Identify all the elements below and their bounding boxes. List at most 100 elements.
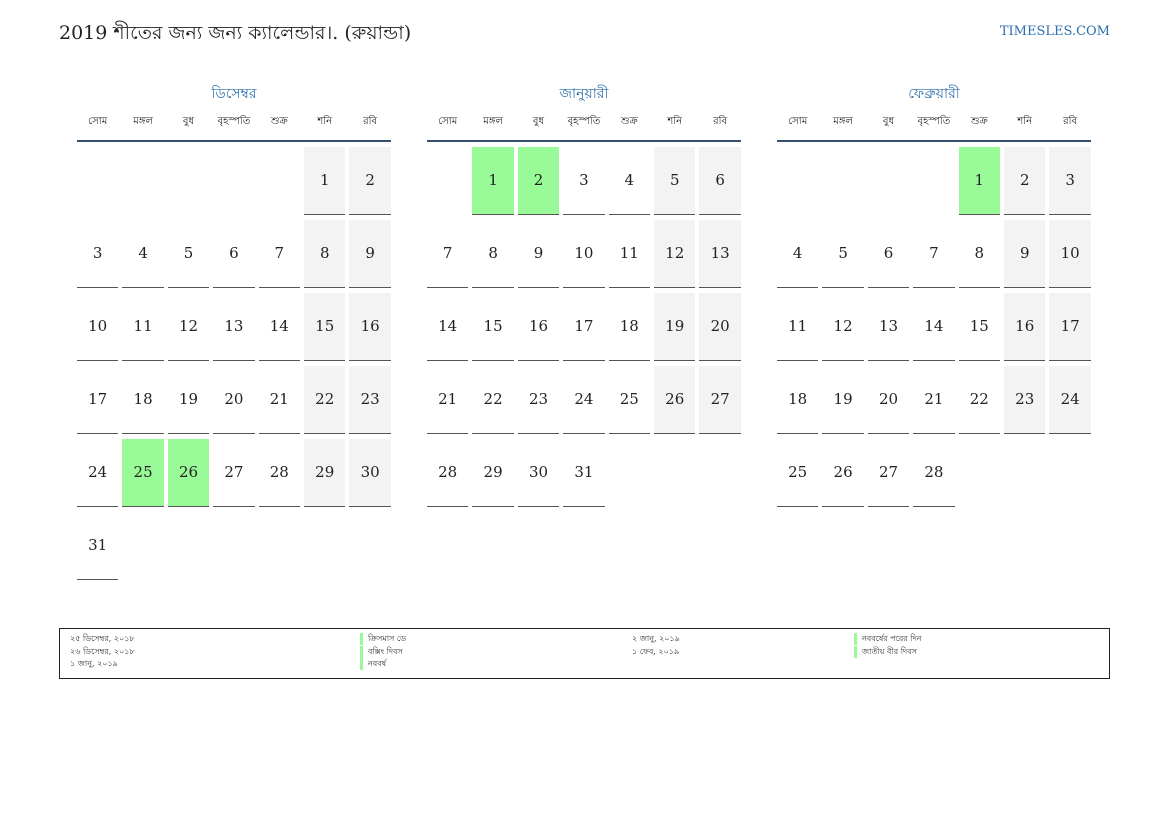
day-cell: 27 — [867, 439, 910, 507]
day-cell: 13 — [867, 293, 910, 361]
month-name: জানুয়ারী — [559, 86, 609, 102]
day-cell: 19 — [167, 366, 210, 434]
day-cell: 2 — [349, 147, 391, 215]
day-cell: 13 — [213, 293, 255, 361]
week-row: 25 26 27 28 — [777, 439, 1091, 507]
week-row: 31 — [77, 512, 391, 580]
day-cell: 22 — [304, 366, 346, 434]
month-block: ফেব্রুয়ারী সোম মঙ্গল বুধ বৃহস্পতি শুক্র শনি রব… — [777, 84, 1091, 507]
empty-cell — [609, 439, 650, 507]
day-cell: 21 — [913, 366, 955, 434]
day-cell: 16 — [517, 293, 560, 361]
day-cell: 27 — [699, 366, 741, 434]
holiday-name: নববর্ষ — [360, 658, 386, 670]
weekday-label: শুক্র — [270, 116, 288, 127]
empty-cell — [122, 512, 163, 580]
day-cell: 14 — [427, 293, 469, 361]
day-cell: 3 — [77, 220, 119, 288]
weekday-label: সোম — [788, 116, 808, 127]
day-cell: 18 — [122, 366, 164, 434]
holiday-day-cell: 1 — [958, 147, 1001, 215]
day-cell: 24 — [563, 366, 605, 434]
day-cell: 8 — [472, 220, 514, 288]
holiday-name: বক্সিং দিবস — [360, 645, 403, 658]
day-cell: 17 — [563, 293, 605, 361]
week-row: 10 11 12 13 14 15 16 — [77, 293, 391, 361]
day-cell: 23 — [517, 366, 560, 434]
day-cell: 8 — [958, 220, 1001, 288]
day-cell: 1 — [304, 147, 346, 215]
day-cell: 18 — [608, 293, 651, 361]
weekday-label: শনি — [1017, 116, 1033, 127]
weekday-label: শনি — [317, 116, 333, 127]
day-cell: 7 — [913, 220, 955, 288]
month-block: জানুয়ারী সোম মঙ্গল বুধ বৃহস্পতি শুক্র শনি রবি 1… — [427, 84, 741, 507]
day-cell: 23 — [349, 366, 391, 434]
day-cell: 10 — [77, 293, 119, 361]
day-cell: 25 — [777, 439, 819, 507]
month-name: ডিসেম্বর — [211, 86, 257, 102]
page-title: 2019 শীতের জন্য জন্য ক্যালেন্ডার।. (রুয়… — [59, 22, 412, 44]
day-cell: 22 — [472, 366, 514, 434]
holiday-date: ১ ফেব, ২০১৯ — [632, 646, 680, 656]
day-cell: 29 — [472, 439, 514, 507]
day-cell: 15 — [958, 293, 1001, 361]
day-cell: 2 — [1004, 147, 1046, 215]
week-row: 17 18 19 20 21 22 23 — [77, 366, 391, 434]
weekday-header: সোম মঙ্গল বুধ বৃহস্পতি শুক্র শনি রবি — [427, 106, 741, 142]
day-cell: 24 — [1049, 366, 1091, 434]
day-cell: 29 — [304, 439, 346, 507]
day-cell: 23 — [1004, 366, 1046, 434]
day-cell: 6 — [699, 147, 741, 215]
holiday-day-cell: 25 — [122, 439, 164, 507]
day-cell: 5 — [654, 147, 696, 215]
holiday-day-cell: 26 — [167, 439, 210, 507]
weekday-label: শনি — [667, 116, 683, 127]
day-cell: 30 — [349, 439, 391, 507]
day-cell: 10 — [563, 220, 605, 288]
empty-cell — [777, 147, 818, 215]
day-cell: 6 — [213, 220, 255, 288]
weekday-label: বুধ — [182, 116, 195, 127]
month-block: ডিসেম্বর সোম মঙ্গল বুধ বৃহস্পতি শুক্র শনি রবি 1 2… — [77, 84, 391, 580]
day-cell: 28 — [427, 439, 469, 507]
site-link[interactable]: TIMESLES.COM — [999, 24, 1110, 39]
week-row: 28 29 30 31 — [427, 439, 741, 507]
day-cell: 4 — [122, 220, 164, 288]
day-cell: 9 — [1004, 220, 1046, 288]
weekday-label: বৃহস্পতি — [917, 116, 951, 127]
day-cell: 24 — [77, 439, 119, 507]
holiday-date: ২৫ ডিসেম্বর, ২০১৮ — [70, 634, 135, 643]
weekday-label: মঙ্গল — [483, 116, 503, 127]
day-cell: 17 — [1049, 293, 1091, 361]
day-cell: 20 — [699, 293, 741, 361]
weekday-label: বৃহস্পতি — [567, 116, 601, 127]
day-cell: 14 — [913, 293, 955, 361]
empty-cell — [868, 147, 909, 215]
weekday-label: রবি — [363, 116, 378, 127]
week-row: 24 25 26 27 28 29 30 — [77, 439, 391, 507]
week-row: 4 5 6 7 8 9 10 — [777, 220, 1091, 288]
week-row: 7 8 9 10 11 12 13 — [427, 220, 741, 288]
empty-cell — [822, 147, 863, 215]
empty-cell — [304, 512, 345, 580]
weekday-label: মঙ্গল — [133, 116, 153, 127]
day-cell: 3 — [1049, 147, 1091, 215]
empty-cell — [959, 439, 1000, 507]
day-cell: 9 — [517, 220, 560, 288]
day-cell: 15 — [472, 293, 514, 361]
weekday-label: শুক্র — [620, 116, 638, 127]
weekday-label: সোম — [88, 116, 108, 127]
day-cell: 30 — [517, 439, 560, 507]
weekday-label: মঙ্গল — [833, 116, 853, 127]
day-cell: 19 — [654, 293, 696, 361]
holiday-date: ২ জানু, ২০১৯ — [632, 634, 680, 643]
day-cell: 12 — [167, 293, 210, 361]
day-cell: 20 — [867, 366, 910, 434]
holiday-legend: ২৫ ডিসেম্বর, ২০১৮ ক্রিসমাস ডে ২৬ ডিসেম্বর,… — [59, 628, 1110, 679]
empty-cell — [122, 147, 163, 215]
empty-cell — [913, 147, 954, 215]
empty-cell — [654, 439, 695, 507]
